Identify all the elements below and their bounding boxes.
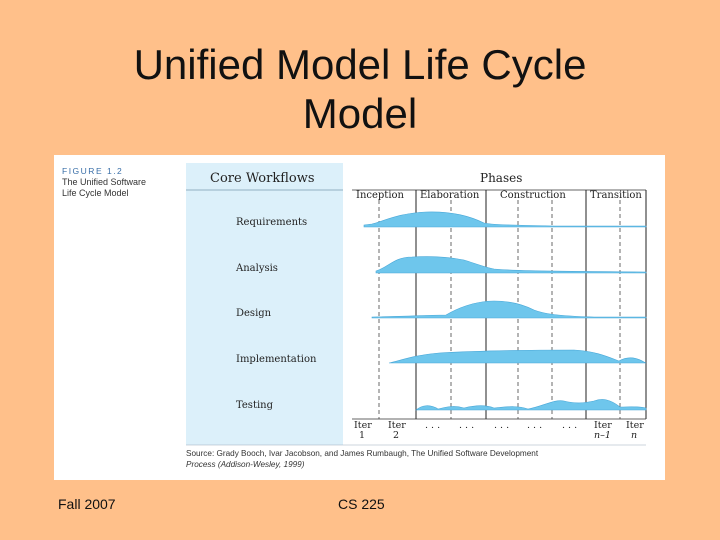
iteration-dividers xyxy=(378,200,621,419)
wave-requirements xyxy=(363,211,647,228)
workflow-design: Design xyxy=(236,308,272,319)
iter-dots-2: . . . xyxy=(459,420,474,431)
wave-design xyxy=(371,300,647,319)
iter-dots-3: . . . xyxy=(494,420,509,431)
lifecycle-diagram: FIGURE 1.2 The Unified Software Life Cyc… xyxy=(62,163,647,469)
workflow-analysis: Analysis xyxy=(235,263,278,274)
source-line-2: Process (Addison-Wesley, 1999) xyxy=(186,460,305,469)
phases-header: Phases xyxy=(480,171,522,185)
iter-n-minus-1-number: n–1 xyxy=(594,430,611,441)
figure-caption-line-1: The Unified Software xyxy=(62,177,146,187)
iter-n-minus-1-label: Iter xyxy=(594,420,612,431)
iter-2-number: 2 xyxy=(393,430,399,441)
wave-analysis xyxy=(375,256,647,274)
iter-dots-4: . . . xyxy=(527,420,542,431)
iter-2-label: Iter xyxy=(388,420,406,431)
lifecycle-figure: FIGURE 1.2 The Unified Software Life Cyc… xyxy=(54,155,665,480)
iter-dots-1: . . . xyxy=(425,420,440,431)
iter-1-label: Iter xyxy=(354,420,372,431)
workflow-requirements: Requirements xyxy=(236,217,307,228)
wave-implementation xyxy=(388,349,647,364)
figure-label: FIGURE 1.2 xyxy=(62,166,123,176)
iter-1-number: 1 xyxy=(359,430,365,441)
phase-transition: Transition xyxy=(590,190,642,201)
effort-waves xyxy=(363,211,647,411)
slide-title: Unified Model Life Cycle Model xyxy=(0,40,720,138)
workflows-header: Core Workflows xyxy=(210,171,315,186)
footer-date: Fall 2007 xyxy=(58,496,116,512)
iter-n-label: Iter xyxy=(626,420,644,431)
iter-n-number: n xyxy=(631,430,637,441)
wave-testing xyxy=(415,399,647,411)
figure-caption-line-2: Life Cycle Model xyxy=(62,188,129,198)
slide-title-line-2: Model xyxy=(302,90,418,137)
workflow-testing: Testing xyxy=(236,400,274,411)
iter-dots-5: . . . xyxy=(562,420,577,431)
phase-construction: Construction xyxy=(500,190,566,201)
workflow-panel xyxy=(186,163,343,445)
iteration-labels: Iter 1 Iter 2 . . . . . . . . . . . . . … xyxy=(354,420,644,441)
phase-elaboration: Elaboration xyxy=(420,190,480,201)
slide-title-line-1: Unified Model Life Cycle xyxy=(133,41,587,88)
footer-course: CS 225 xyxy=(338,496,385,512)
source-line-1: Source: Grady Booch, Ivar Jacobson, and … xyxy=(186,449,539,458)
phase-inception: Inception xyxy=(356,190,405,201)
workflow-implementation: Implementation xyxy=(236,354,317,365)
